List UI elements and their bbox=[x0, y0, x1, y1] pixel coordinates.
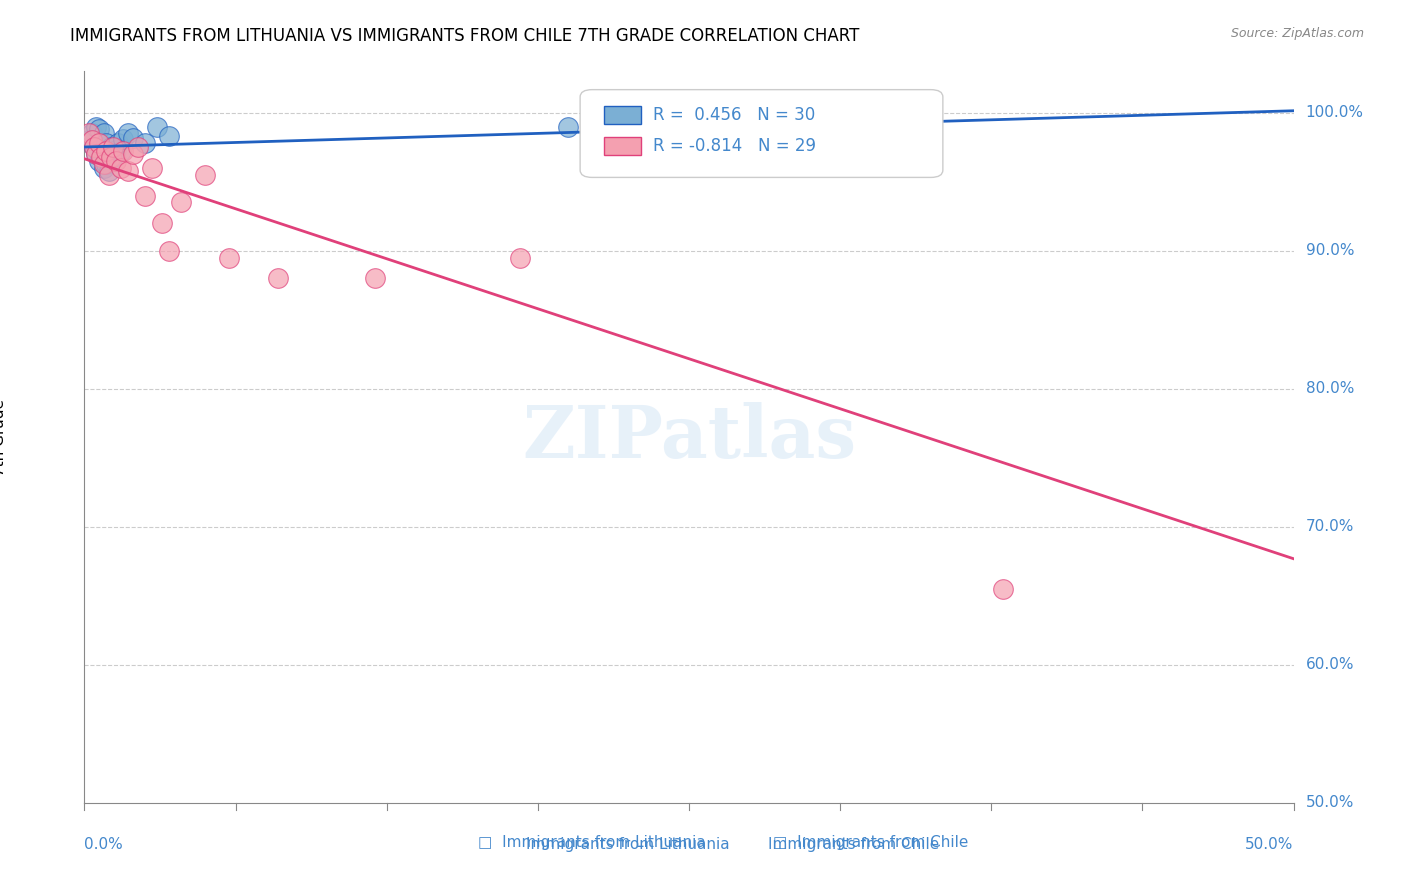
Point bbox=[121, 130, 143, 145]
Text: R =  0.456   N = 30: R = 0.456 N = 30 bbox=[652, 105, 815, 123]
Point bbox=[87, 122, 110, 136]
Text: Immigrants from Lithuania: Immigrants from Lithuania bbox=[526, 837, 730, 852]
Point bbox=[93, 161, 115, 175]
Point bbox=[112, 132, 135, 146]
Point bbox=[157, 244, 180, 258]
Point bbox=[104, 154, 127, 169]
Point bbox=[150, 216, 173, 230]
Text: □  Immigrants from Lithuania: □ Immigrants from Lithuania bbox=[478, 835, 706, 850]
Point bbox=[93, 157, 115, 171]
Text: 50.0%: 50.0% bbox=[1306, 796, 1354, 810]
Point bbox=[134, 136, 156, 150]
Text: 60.0%: 60.0% bbox=[1306, 657, 1354, 673]
Point bbox=[103, 140, 125, 154]
Point bbox=[751, 127, 773, 141]
Text: 100.0%: 100.0% bbox=[1306, 105, 1364, 120]
Point bbox=[194, 168, 217, 182]
Text: 50.0%: 50.0% bbox=[1246, 838, 1294, 852]
Point bbox=[557, 120, 579, 134]
Point bbox=[77, 133, 100, 147]
Text: ZIPatlas: ZIPatlas bbox=[522, 401, 856, 473]
Point bbox=[83, 140, 105, 154]
Point bbox=[93, 145, 115, 159]
Point bbox=[134, 188, 156, 202]
Text: IMMIGRANTS FROM LITHUANIA VS IMMIGRANTS FROM CHILE 7TH GRADE CORRELATION CHART: IMMIGRANTS FROM LITHUANIA VS IMMIGRANTS … bbox=[70, 27, 859, 45]
Point bbox=[94, 136, 117, 150]
Point bbox=[90, 150, 112, 164]
Point bbox=[654, 122, 676, 136]
Text: □  Immigrants from Chile: □ Immigrants from Chile bbox=[773, 835, 967, 850]
Bar bbox=[744, 833, 765, 855]
Point bbox=[86, 147, 108, 161]
Point bbox=[90, 150, 112, 164]
Point bbox=[87, 136, 110, 150]
Point bbox=[97, 163, 120, 178]
Point bbox=[94, 145, 117, 159]
Point bbox=[993, 582, 1015, 596]
Point bbox=[80, 133, 103, 147]
Bar bbox=[605, 106, 641, 124]
Point bbox=[97, 147, 120, 161]
Text: Immigrants from Chile: Immigrants from Chile bbox=[768, 837, 939, 852]
Point bbox=[117, 127, 139, 141]
Point bbox=[267, 271, 290, 285]
Point bbox=[86, 120, 108, 134]
Text: 70.0%: 70.0% bbox=[1306, 519, 1354, 534]
Point bbox=[86, 147, 108, 161]
Point bbox=[170, 195, 193, 210]
Point bbox=[127, 140, 149, 154]
Point bbox=[107, 136, 129, 150]
Point bbox=[93, 127, 115, 141]
Point bbox=[103, 150, 125, 164]
Point bbox=[100, 140, 122, 154]
Point bbox=[141, 161, 163, 175]
Text: R = -0.814   N = 29: R = -0.814 N = 29 bbox=[652, 137, 815, 155]
Point bbox=[146, 120, 169, 134]
Point bbox=[104, 143, 127, 157]
Text: Source: ZipAtlas.com: Source: ZipAtlas.com bbox=[1230, 27, 1364, 40]
Point bbox=[117, 163, 139, 178]
Point bbox=[112, 145, 135, 159]
Point bbox=[363, 271, 385, 285]
Point bbox=[94, 157, 117, 171]
Text: 80.0%: 80.0% bbox=[1306, 381, 1354, 396]
Text: 0.0%: 0.0% bbox=[84, 838, 124, 852]
Point bbox=[157, 129, 180, 144]
Point bbox=[110, 161, 132, 175]
Bar bbox=[502, 833, 523, 855]
Point bbox=[83, 140, 105, 154]
Bar bbox=[605, 137, 641, 155]
Point bbox=[87, 154, 110, 169]
Text: 7th Grade: 7th Grade bbox=[0, 399, 7, 475]
Point bbox=[90, 140, 112, 154]
Point bbox=[121, 147, 143, 161]
Point bbox=[100, 150, 122, 164]
Point bbox=[77, 127, 100, 141]
Point bbox=[509, 251, 531, 265]
Point bbox=[80, 127, 103, 141]
Point bbox=[97, 168, 120, 182]
Point bbox=[218, 251, 240, 265]
Text: 90.0%: 90.0% bbox=[1306, 244, 1354, 259]
FancyBboxPatch shape bbox=[581, 90, 943, 178]
Point bbox=[110, 145, 132, 159]
